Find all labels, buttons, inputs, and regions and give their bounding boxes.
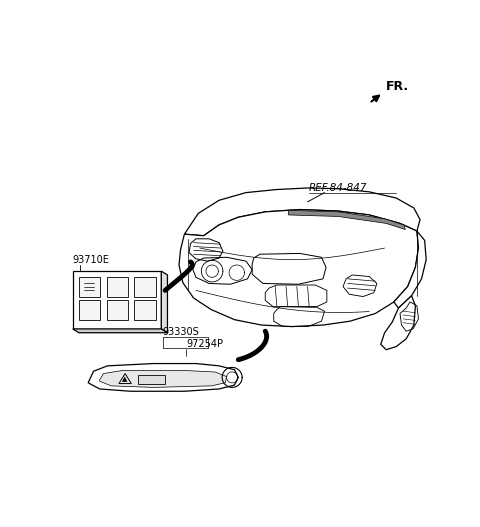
Polygon shape: [179, 210, 419, 327]
Polygon shape: [107, 277, 128, 297]
Polygon shape: [184, 188, 420, 236]
Polygon shape: [134, 300, 156, 320]
Text: 97254P: 97254P: [186, 339, 223, 349]
Polygon shape: [79, 277, 100, 297]
Polygon shape: [107, 300, 128, 320]
Text: 93710E: 93710E: [72, 255, 109, 265]
Bar: [138, 375, 165, 384]
Polygon shape: [73, 329, 168, 333]
Polygon shape: [88, 364, 238, 391]
Polygon shape: [381, 296, 415, 350]
Polygon shape: [73, 271, 161, 329]
Text: ▲: ▲: [122, 376, 128, 382]
Text: REF.84-847: REF.84-847: [309, 182, 368, 192]
Text: FR.: FR.: [386, 80, 409, 93]
Polygon shape: [288, 210, 406, 230]
Polygon shape: [134, 277, 156, 297]
Polygon shape: [161, 271, 168, 333]
Polygon shape: [79, 300, 100, 320]
Text: 93330S: 93330S: [163, 327, 200, 337]
Polygon shape: [100, 370, 227, 387]
Polygon shape: [394, 231, 426, 308]
